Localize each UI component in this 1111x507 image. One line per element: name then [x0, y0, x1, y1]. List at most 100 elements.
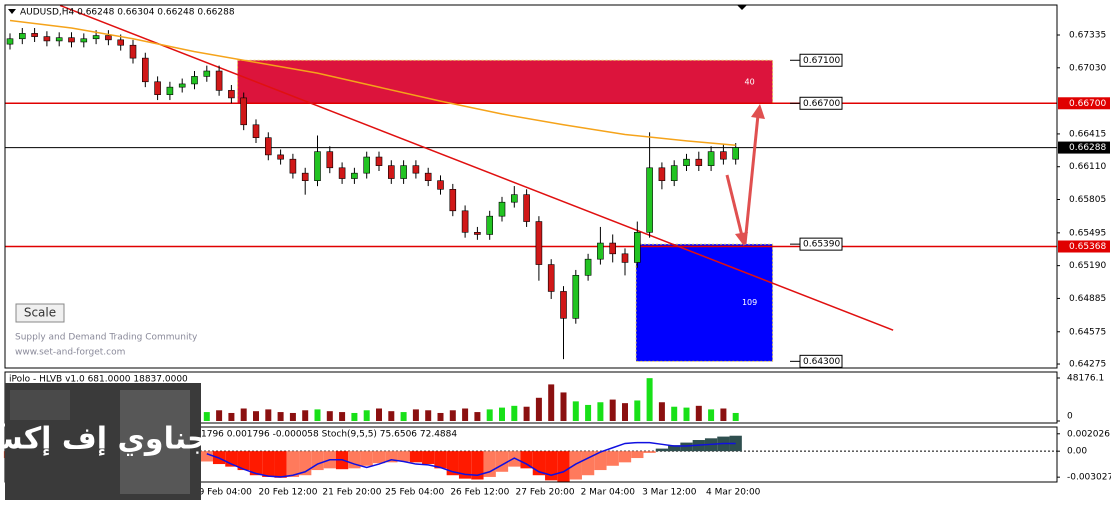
price-tag-box: [799, 53, 843, 67]
x-tick-label: 20 Feb 12:00: [258, 488, 317, 498]
candle-body: [510, 194, 518, 203]
histogram-bar: [360, 451, 373, 466]
volume-bar: [425, 410, 432, 421]
candle-body: [449, 188, 457, 212]
y-tick-label: 0.00: [1067, 447, 1087, 457]
candle-body: [486, 215, 494, 235]
watermark: www.set-and-forget.com: [15, 348, 125, 358]
histogram-bar: [422, 451, 435, 465]
volume-bar: [622, 403, 628, 421]
candle-body: [670, 165, 678, 181]
button-label[interactable]: Scale: [24, 306, 56, 320]
x-tick-label: 21 Feb 20:00: [322, 488, 381, 498]
histogram-bar: [237, 451, 250, 471]
histogram-bar: [581, 451, 595, 476]
candle-body: [154, 81, 161, 95]
volume-bar: [658, 402, 665, 421]
volume-bar: [363, 410, 370, 421]
arrow-line: [743, 114, 760, 245]
candle-body: [228, 90, 235, 99]
candle-body: [387, 165, 395, 179]
volume-bar: [695, 405, 702, 421]
x-tick-label: 2 Mar 04:00: [581, 488, 636, 498]
candle-body: [92, 35, 100, 40]
volume-bar: [228, 412, 235, 421]
y-tick-label: 0.002026: [1067, 429, 1110, 439]
histogram-bar: [618, 451, 632, 463]
candle-body: [498, 201, 506, 217]
volume-bar: [314, 409, 321, 421]
candle-body: [252, 124, 260, 138]
price-tag-label: 0.65390: [803, 240, 840, 250]
volume-bar: [634, 400, 641, 421]
zone: [635, 243, 774, 362]
candle-body: [720, 151, 727, 160]
y-tick-label: 0.67030: [1069, 63, 1106, 73]
volume-bar: [253, 411, 259, 421]
volume-bar: [732, 412, 739, 421]
candle-body: [695, 158, 703, 166]
histogram-bar: [471, 451, 484, 480]
volume-bar: [708, 409, 715, 421]
candle-body: [43, 36, 51, 42]
histogram-bar: [557, 451, 570, 483]
histogram-bar: [606, 451, 619, 466]
volume-bar: [326, 411, 333, 421]
histogram-bar: [200, 451, 213, 462]
candle-body: [400, 165, 407, 179]
x-tick-label: 26 Feb 12:00: [450, 488, 509, 498]
histogram-bar: [274, 451, 287, 478]
volume-bar: [499, 407, 505, 421]
price-tag-box: [799, 354, 843, 368]
volume-bar: [277, 412, 284, 421]
volume-bar: [535, 397, 542, 421]
candle-body: [646, 167, 653, 233]
candle-body: [584, 258, 592, 276]
candle-body: [474, 232, 481, 235]
y-tick-label: 48176.1: [1067, 374, 1104, 384]
candle-body: [178, 83, 186, 88]
y-tick-label: 0.66110: [1069, 162, 1106, 172]
histogram-bar: [409, 451, 423, 463]
candle-body: [264, 137, 272, 156]
x-tick-label: 27 Feb 20:00: [516, 488, 575, 498]
price-tag-label: 0.66700: [803, 99, 840, 109]
candle-body: [338, 167, 346, 179]
candle-body: [412, 165, 420, 174]
y-tick-label: 0.67335: [1069, 30, 1106, 40]
candle-body: [351, 172, 358, 179]
watermark: Supply and Demand Trading Community: [15, 333, 198, 343]
volume-bar: [474, 412, 481, 421]
volume-bar: [683, 407, 690, 421]
volume-bar: [585, 404, 592, 421]
candle-body: [105, 35, 112, 41]
arrow-head: [751, 104, 765, 119]
candle-body: [523, 194, 530, 222]
volume-bar: [412, 409, 419, 421]
candle-body: [683, 158, 690, 166]
volume-bar: [216, 410, 223, 421]
x-tick-label: 3 Mar 12:00: [642, 488, 697, 498]
histogram-bar: [385, 451, 398, 463]
zone-label: 40: [745, 77, 755, 86]
candle-body: [203, 70, 211, 77]
candle-body: [732, 147, 740, 160]
scale-button[interactable]: Scale: [15, 303, 65, 323]
button-box[interactable]: [15, 303, 65, 323]
candle-body: [277, 154, 284, 160]
histogram-bar: [286, 451, 300, 477]
candle-body: [633, 232, 641, 263]
oscillator-title: 1796 0.001796 -0.000058 Stoch(9,5,5) 75.…: [201, 430, 457, 440]
volume-bar: [302, 410, 309, 421]
volume-bar: [560, 392, 567, 421]
candle-body: [363, 156, 371, 174]
histogram-bar: [569, 451, 582, 480]
x-tick-label: 25 Feb 04:00: [385, 488, 444, 498]
price-tag-label: 0.64300: [803, 357, 840, 367]
volume-bar: [609, 399, 616, 421]
zone: [237, 59, 774, 104]
volume-bar: [339, 412, 346, 421]
volume-bar: [572, 401, 579, 421]
candle-body: [314, 151, 321, 181]
